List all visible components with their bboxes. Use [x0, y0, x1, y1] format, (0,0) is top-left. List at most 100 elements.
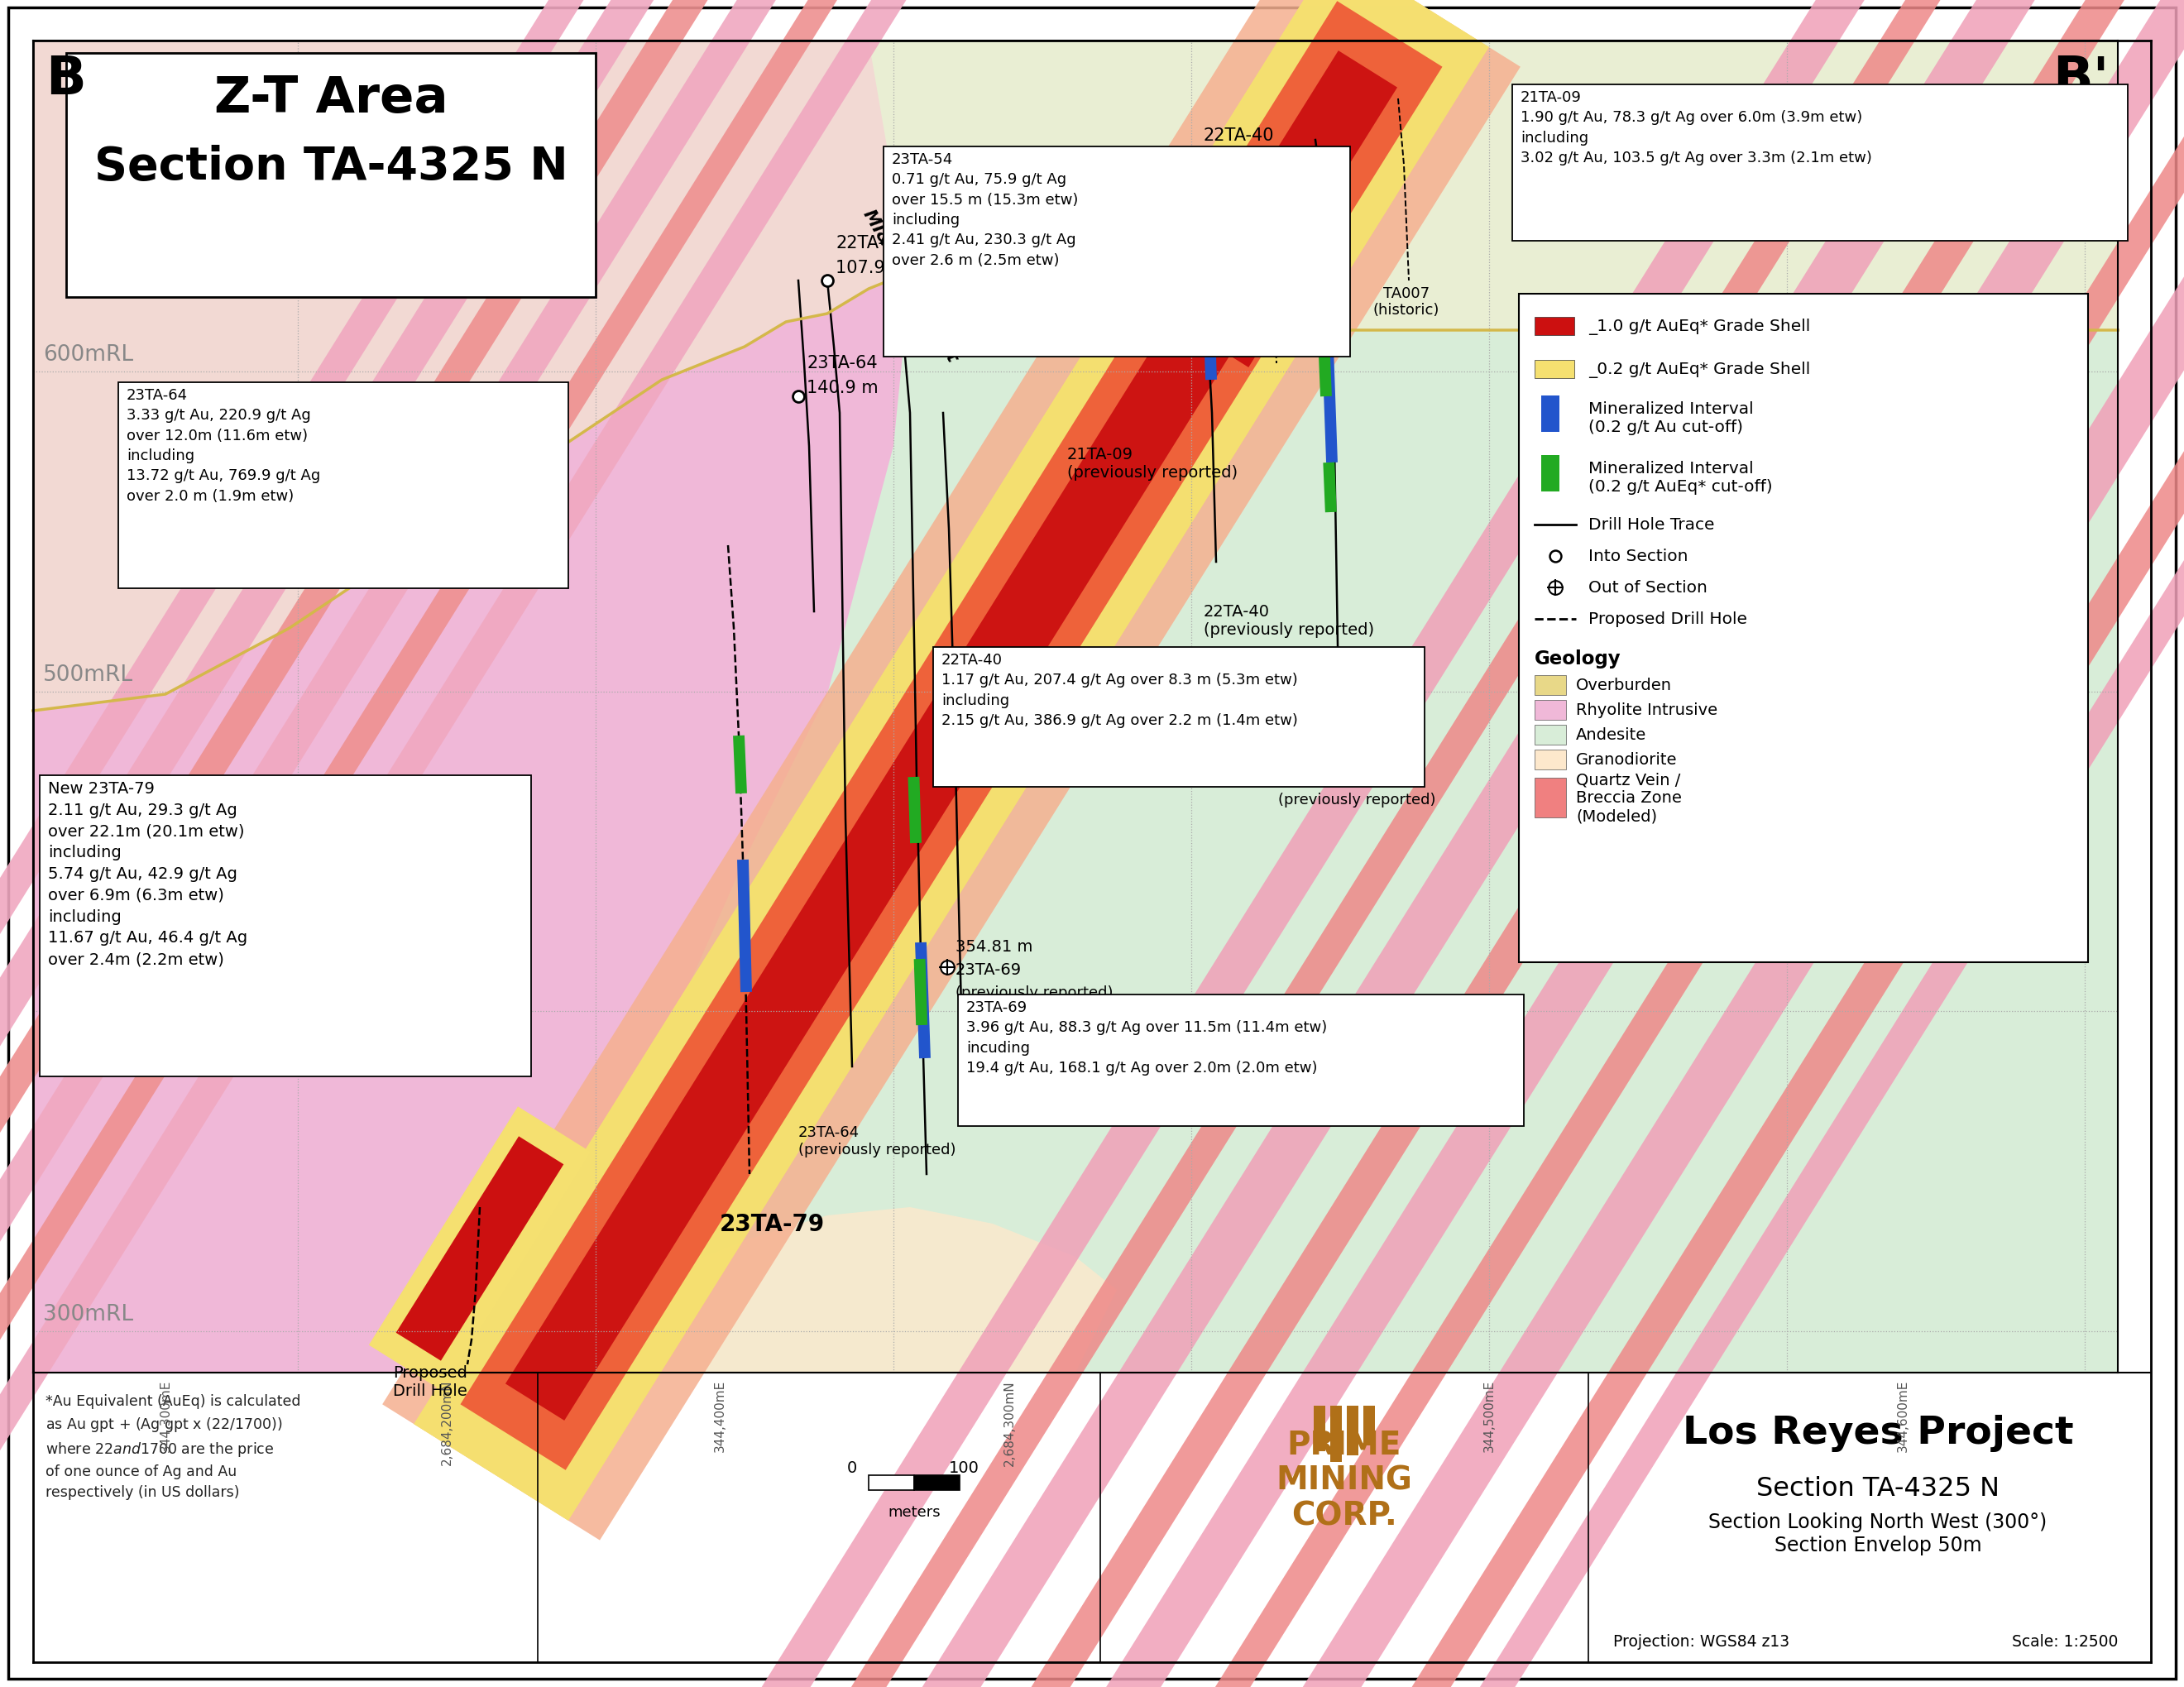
Polygon shape — [1380, 0, 2184, 1687]
Polygon shape — [1273, 0, 2184, 1687]
Polygon shape — [0, 0, 1057, 1687]
FancyBboxPatch shape — [933, 648, 1424, 788]
Text: Proposed
Drill Hole: Proposed Drill Hole — [393, 1365, 467, 1399]
Bar — [1535, 361, 1575, 380]
Text: 100: 100 — [948, 1459, 978, 1476]
Polygon shape — [0, 0, 1125, 1687]
Text: May 2023
MI&I Resource Pit: May 2023 MI&I Resource Pit — [860, 197, 976, 364]
Bar — [915, 1476, 959, 1490]
Polygon shape — [382, 0, 1520, 1540]
Text: (previously reported): (previously reported) — [1278, 793, 1435, 806]
FancyBboxPatch shape — [1511, 84, 2127, 241]
Text: TA008: TA008 — [1245, 310, 1293, 326]
Bar — [1542, 455, 1559, 493]
Bar — [1542, 396, 1559, 432]
Text: 0: 0 — [847, 1459, 856, 1476]
Text: New 23TA-79
2.11 g/t Au, 29.3 g/t Ag
over 22.1m (20.1m etw)
including
5.74 g/t A: New 23TA-79 2.11 g/t Au, 29.3 g/t Ag ove… — [48, 781, 247, 967]
Text: meters: meters — [889, 1505, 941, 1518]
Bar — [1535, 778, 1566, 818]
Text: 23TA-64
3.33 g/t Au, 220.9 g/t Ag
over 12.0m (11.6m etw)
including
13.72 g/t Au,: 23TA-64 3.33 g/t Au, 220.9 g/t Ag over 1… — [127, 388, 321, 503]
Polygon shape — [505, 51, 1398, 1420]
Text: Out of Section: Out of Section — [1588, 580, 1708, 596]
Text: 354.81 m: 354.81 m — [957, 938, 1033, 955]
Text: 400mRL: 400mRL — [44, 984, 133, 1005]
Bar — [1535, 700, 1566, 720]
FancyBboxPatch shape — [9, 8, 2175, 1679]
Text: Quartz Vein /
Breccia Zone
(Modeled): Quartz Vein / Breccia Zone (Modeled) — [1577, 773, 1682, 823]
Polygon shape — [0, 0, 871, 1687]
Text: Scale: 1:2500: Scale: 1:2500 — [2011, 1633, 2118, 1650]
Text: 23TA-69
3.96 g/t Au, 88.3 g/t Ag over 11.5m (11.4m etw)
incuding
19.4 g/t Au, 16: 23TA-69 3.96 g/t Au, 88.3 g/t Ag over 11… — [965, 1000, 1328, 1075]
Text: Projection: WGS84 z13: Projection: WGS84 z13 — [1614, 1633, 1789, 1650]
Polygon shape — [415, 0, 1489, 1520]
FancyBboxPatch shape — [1518, 295, 2088, 963]
Polygon shape — [893, 0, 2184, 1687]
Bar — [1535, 725, 1566, 746]
Text: 23TA-79: 23TA-79 — [721, 1213, 826, 1235]
Polygon shape — [415, 0, 1489, 1520]
FancyBboxPatch shape — [885, 147, 1350, 358]
Text: 21TA-09
1.90 g/t Au, 78.3 g/t Ag over 6.0m (3.9m etw)
including
3.02 g/t Au, 103: 21TA-09 1.90 g/t Au, 78.3 g/t Ag over 6.… — [1520, 89, 1872, 165]
Polygon shape — [1195, 194, 1337, 368]
Text: (previously reported): (previously reported) — [957, 985, 1114, 1000]
Text: 2,684,300mN: 2,684,300mN — [1002, 1380, 1016, 1464]
Text: 22TA-54: 22TA-54 — [1278, 769, 1345, 784]
Bar — [1330, 1405, 1341, 1463]
FancyBboxPatch shape — [118, 383, 568, 589]
Text: B': B' — [2053, 54, 2110, 105]
Bar — [1363, 1405, 1376, 1446]
Bar — [1535, 675, 1566, 695]
Text: *Au Equivalent (AuEq) is calculated
as Au gpt + (Ag gpt x ($22/$1700))
where $22: *Au Equivalent (AuEq) is calculated as A… — [46, 1393, 301, 1500]
FancyBboxPatch shape — [66, 54, 596, 297]
Text: Andesite: Andesite — [1577, 727, 1647, 742]
Text: (historic): (historic) — [1374, 302, 1439, 317]
Text: Drill Hole Trace: Drill Hole Trace — [1588, 518, 1714, 533]
Text: 23TA-64
(previously reported): 23TA-64 (previously reported) — [799, 1125, 957, 1157]
Text: 48.56 m: 48.56 m — [1203, 152, 1275, 169]
Text: 600mRL: 600mRL — [44, 344, 133, 366]
Bar — [1348, 1405, 1358, 1456]
Text: 107.94 m: 107.94 m — [836, 260, 917, 277]
Text: 344,600mE: 344,600mE — [1896, 1380, 1909, 1451]
Text: 22TA-40
1.17 g/t Au, 207.4 g/t Ag over 8.3 m (5.3m etw)
including
2.15 g/t Au, 3: 22TA-40 1.17 g/t Au, 207.4 g/t Ag over 8… — [941, 653, 1297, 727]
Text: Overburden: Overburden — [1577, 678, 1673, 693]
Text: 140.9 m: 140.9 m — [806, 380, 878, 396]
Text: Proposed Drill Hole: Proposed Drill Hole — [1588, 611, 1747, 628]
Polygon shape — [0, 0, 926, 1687]
Text: _0.2 g/t AuEq* Grade Shell: _0.2 g/t AuEq* Grade Shell — [1588, 361, 1811, 378]
Text: B: B — [46, 54, 85, 105]
Polygon shape — [579, 1208, 1116, 1373]
Polygon shape — [369, 1107, 592, 1390]
Polygon shape — [1077, 0, 2184, 1687]
Polygon shape — [0, 0, 994, 1687]
Text: 23TA-54
0.71 g/t Au, 75.9 g/t Ag
over 15.5 m (15.3m etw)
including
2.41 g/t Au, : 23TA-54 0.71 g/t Au, 75.9 g/t Ag over 15… — [891, 152, 1079, 268]
Polygon shape — [395, 1137, 563, 1361]
Text: 22TA-40
(previously reported): 22TA-40 (previously reported) — [1203, 604, 1374, 638]
Text: 23TA-64: 23TA-64 — [806, 354, 878, 371]
Text: 300mRL: 300mRL — [44, 1304, 133, 1324]
Polygon shape — [33, 42, 2118, 712]
Text: Z-T Area: Z-T Area — [214, 74, 448, 123]
Text: Mineralized Interval
(0.2 g/t AuEq* cut-off): Mineralized Interval (0.2 g/t AuEq* cut-… — [1588, 461, 1773, 494]
Text: 23TA-69: 23TA-69 — [957, 962, 1022, 977]
Text: Rhyolite Intrusive: Rhyolite Intrusive — [1577, 702, 1717, 719]
Polygon shape — [1000, 0, 2184, 1687]
Polygon shape — [732, 0, 2081, 1687]
Text: _1.0 g/t AuEq* Grade Shell: _1.0 g/t AuEq* Grade Shell — [1588, 319, 1811, 336]
FancyBboxPatch shape — [959, 995, 1524, 1127]
Text: 342.59 m: 342.59 m — [1278, 749, 1356, 764]
Bar — [1535, 317, 1575, 336]
Text: 344,300mE: 344,300mE — [159, 1380, 173, 1451]
Bar — [33, 42, 2118, 1373]
Text: (historic): (historic) — [1236, 327, 1302, 342]
Bar — [1535, 751, 1566, 769]
Text: 2,684,200mN: 2,684,200mN — [441, 1380, 452, 1464]
Text: Granodiorite: Granodiorite — [1577, 752, 1677, 768]
Text: Section Envelop 50m: Section Envelop 50m — [1773, 1535, 1981, 1555]
Polygon shape — [33, 42, 911, 1373]
Text: Section TA-4325 N: Section TA-4325 N — [1756, 1476, 2001, 1501]
Text: 344,400mE: 344,400mE — [714, 1380, 725, 1451]
Polygon shape — [0, 0, 802, 1687]
Text: Section TA-4325 N: Section TA-4325 N — [94, 145, 568, 189]
Text: PRIME
MINING
CORP.: PRIME MINING CORP. — [1275, 1429, 1413, 1532]
